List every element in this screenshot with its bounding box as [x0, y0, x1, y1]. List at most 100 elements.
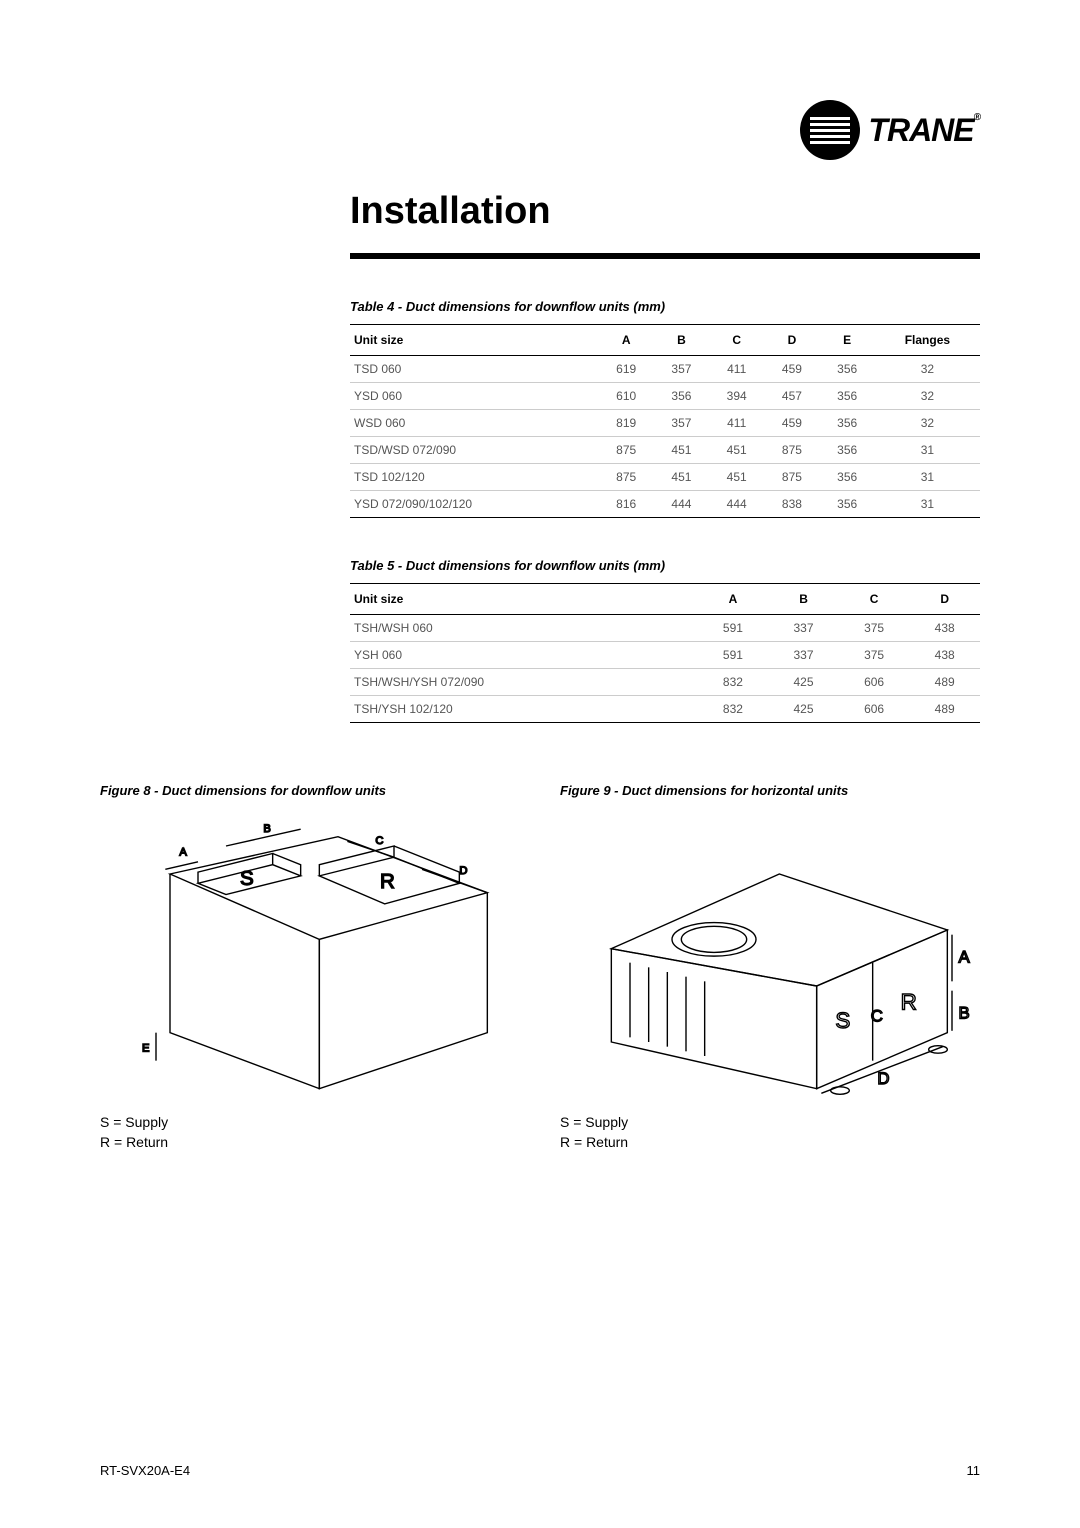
table-cell: 591: [698, 642, 769, 669]
table-cell: YSD 060: [350, 383, 599, 410]
heading-rule: [350, 253, 980, 259]
figure-8-column: Figure 8 - Duct dimensions for downflow …: [100, 783, 520, 1152]
footer-doc-id: RT-SVX20A-E4: [100, 1463, 190, 1478]
table-cell: YSH 060: [350, 642, 698, 669]
legend-supply: S = Supply: [560, 1113, 980, 1133]
table-cell: 32: [875, 383, 980, 410]
table-cell: 337: [768, 615, 839, 642]
logo-circle-icon: [800, 100, 860, 160]
page-footer: RT-SVX20A-E4 11: [100, 1463, 980, 1478]
figure-8-legend: S = Supply R = Return: [100, 1113, 520, 1152]
table-cell: 444: [654, 491, 709, 518]
table-cell: 411: [709, 356, 764, 383]
svg-text:E: E: [142, 1042, 149, 1054]
table-row: YSH 060591337375438: [350, 642, 980, 669]
table-row: WSD 06081935741145935632: [350, 410, 980, 437]
legend-return: R = Return: [100, 1133, 520, 1153]
table-cell: 357: [654, 410, 709, 437]
figure-9-column: Figure 9 - Duct dimensions for horizonta…: [560, 783, 980, 1152]
svg-text:R: R: [901, 989, 917, 1014]
figure-8-diagram: S R A B C D E: [100, 818, 520, 1098]
table-4-title: Table 4 - Duct dimensions for downflow u…: [350, 299, 980, 314]
table-cell: 32: [875, 356, 980, 383]
table-cell: 337: [768, 642, 839, 669]
table-cell: 31: [875, 491, 980, 518]
svg-text:B: B: [959, 1004, 970, 1023]
svg-text:C: C: [871, 1006, 883, 1025]
figure-9-legend: S = Supply R = Return: [560, 1113, 980, 1152]
table-cell: 425: [768, 696, 839, 723]
table-header-cell: A: [698, 584, 769, 615]
table-cell: 451: [709, 464, 764, 491]
table-cell: 444: [709, 491, 764, 518]
table-cell: 31: [875, 464, 980, 491]
table-cell: 356: [820, 383, 875, 410]
svg-text:D: D: [877, 1069, 889, 1088]
table-cell: 356: [820, 437, 875, 464]
table-row: TSH/WSH 060591337375438: [350, 615, 980, 642]
table-cell: 451: [654, 464, 709, 491]
table-cell: TSH/YSH 102/120: [350, 696, 698, 723]
table-row: TSD 102/12087545145187535631: [350, 464, 980, 491]
table-cell: 356: [654, 383, 709, 410]
table-row: TSH/WSH/YSH 072/090832425606489: [350, 669, 980, 696]
svg-text:S: S: [240, 867, 254, 890]
table-cell: 816: [599, 491, 654, 518]
table-cell: 451: [654, 437, 709, 464]
table-header-cell: Unit size: [350, 584, 698, 615]
table-header-cell: B: [768, 584, 839, 615]
table-row: YSD 06061035639445735632: [350, 383, 980, 410]
table-cell: 394: [709, 383, 764, 410]
table-cell: 411: [709, 410, 764, 437]
table-header-cell: A: [599, 325, 654, 356]
table-cell: 31: [875, 437, 980, 464]
table-cell: 375: [839, 642, 910, 669]
table-row: TSH/YSH 102/120832425606489: [350, 696, 980, 723]
svg-text:R: R: [380, 870, 395, 893]
table-cell: 591: [698, 615, 769, 642]
table-4: Unit sizeABCDEFlanges TSD 06061935741145…: [350, 324, 980, 518]
svg-text:C: C: [375, 835, 383, 847]
table-row: YSD 072/090/102/12081644444483835631: [350, 491, 980, 518]
table-header-cell: Flanges: [875, 325, 980, 356]
figure-9-diagram: S R A B C D: [560, 818, 980, 1098]
brand-logo: TRANE®: [800, 100, 980, 160]
table-cell: 356: [820, 491, 875, 518]
logo-brand-text: TRANE®: [868, 112, 980, 149]
table-cell: 875: [764, 437, 819, 464]
table-cell: 832: [698, 696, 769, 723]
figure-9-title: Figure 9 - Duct dimensions for horizonta…: [560, 783, 980, 798]
table-cell: 451: [709, 437, 764, 464]
table-cell: 875: [764, 464, 819, 491]
table-cell: WSD 060: [350, 410, 599, 437]
table-row: TSD 06061935741145935632: [350, 356, 980, 383]
table-header-cell: E: [820, 325, 875, 356]
figures-row: Figure 8 - Duct dimensions for downflow …: [100, 783, 980, 1152]
table-cell: 356: [820, 410, 875, 437]
svg-text:B: B: [263, 823, 270, 835]
table-cell: 438: [909, 615, 980, 642]
table-cell: 375: [839, 615, 910, 642]
table-cell: 489: [909, 669, 980, 696]
table-cell: 606: [839, 696, 910, 723]
table-header-cell: D: [764, 325, 819, 356]
table-5-title: Table 5 - Duct dimensions for downflow u…: [350, 558, 980, 573]
table-cell: 32: [875, 410, 980, 437]
table-cell: 459: [764, 356, 819, 383]
table-cell: 819: [599, 410, 654, 437]
table-header-cell: Unit size: [350, 325, 599, 356]
table-cell: YSD 072/090/102/120: [350, 491, 599, 518]
table-cell: TSD 060: [350, 356, 599, 383]
table-row: TSD/WSD 072/09087545145187535631: [350, 437, 980, 464]
table-cell: 489: [909, 696, 980, 723]
legend-supply: S = Supply: [100, 1113, 520, 1133]
table-cell: 457: [764, 383, 819, 410]
table-cell: 606: [839, 669, 910, 696]
table-cell: TSH/WSH/YSH 072/090: [350, 669, 698, 696]
legend-return: R = Return: [560, 1133, 980, 1153]
svg-text:S: S: [835, 1008, 850, 1033]
table-cell: 875: [599, 464, 654, 491]
svg-text:A: A: [959, 948, 971, 967]
table-header-cell: C: [839, 584, 910, 615]
table-cell: 356: [820, 356, 875, 383]
